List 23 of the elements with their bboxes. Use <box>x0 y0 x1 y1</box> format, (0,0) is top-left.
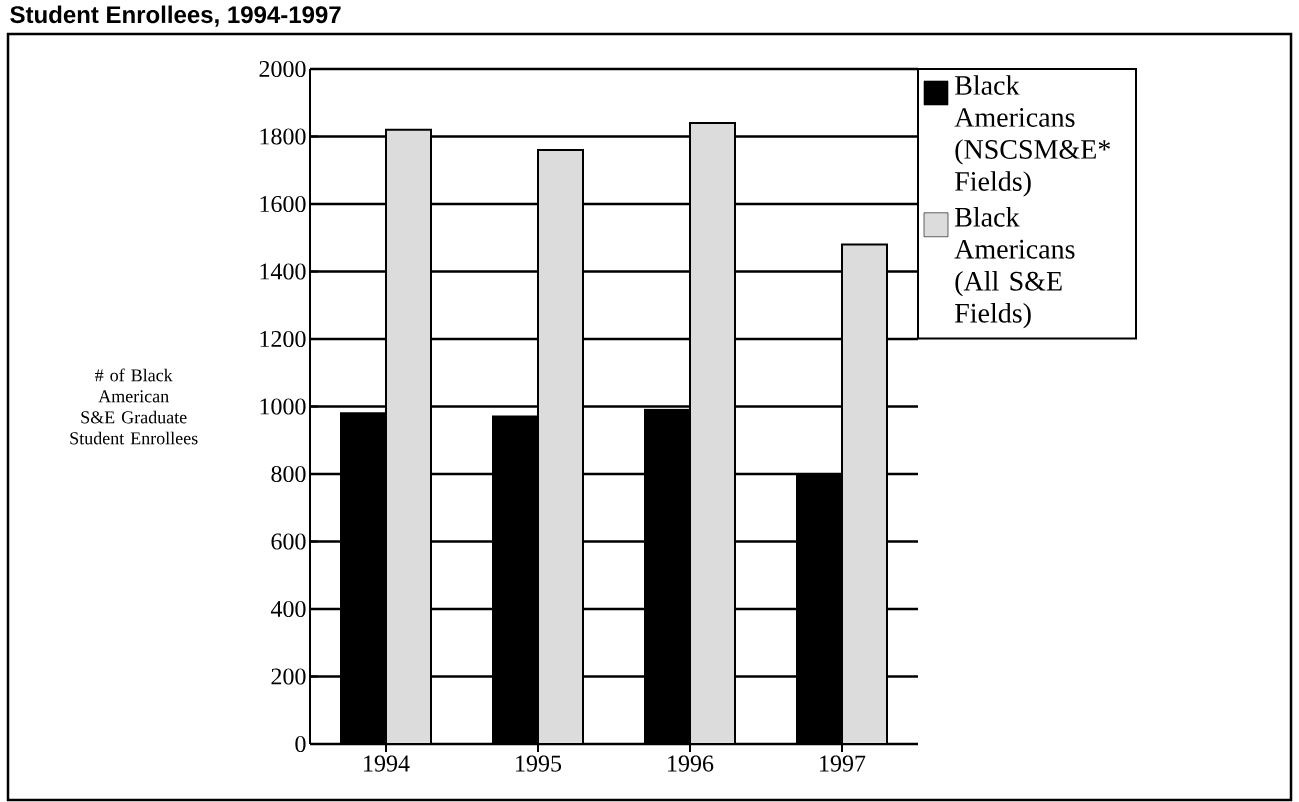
y-tick-label: 200 <box>271 668 306 685</box>
y-tick-label: 800 <box>271 465 306 483</box>
y-tick-label: 1200 <box>260 330 306 348</box>
x-tick-label: 1994 <box>364 755 410 772</box>
y-tick-label: 1600 <box>260 195 306 213</box>
bar <box>385 128 432 744</box>
legend-label: Black Americans (NSCSM&E* Fields) <box>954 75 1110 197</box>
y-tick-label: 2000 <box>259 60 306 78</box>
y-tick-label: 1000 <box>260 398 306 415</box>
bar <box>689 121 736 744</box>
x-tick-label: 1995 <box>516 755 562 772</box>
bar <box>841 243 888 744</box>
y-tick-label: 1800 <box>260 128 306 145</box>
x-tick-label: 1996 <box>668 755 714 772</box>
y-axis-title: # of Black American S&E Graduate Student Enrollees <box>70 368 198 445</box>
bar <box>537 148 584 744</box>
legend-label: Black Americans (All S&E Fields) <box>954 206 1075 329</box>
x-tick-label: 1997 <box>820 755 866 772</box>
y-tick-label: 1400 <box>260 263 306 280</box>
y-tick-label: 600 <box>271 533 306 550</box>
chart-title: Student Enrollees, 1994-1997 <box>10 5 341 27</box>
y-tick-label: 400 <box>270 600 306 618</box>
y-tick-label: 0 <box>295 735 306 753</box>
